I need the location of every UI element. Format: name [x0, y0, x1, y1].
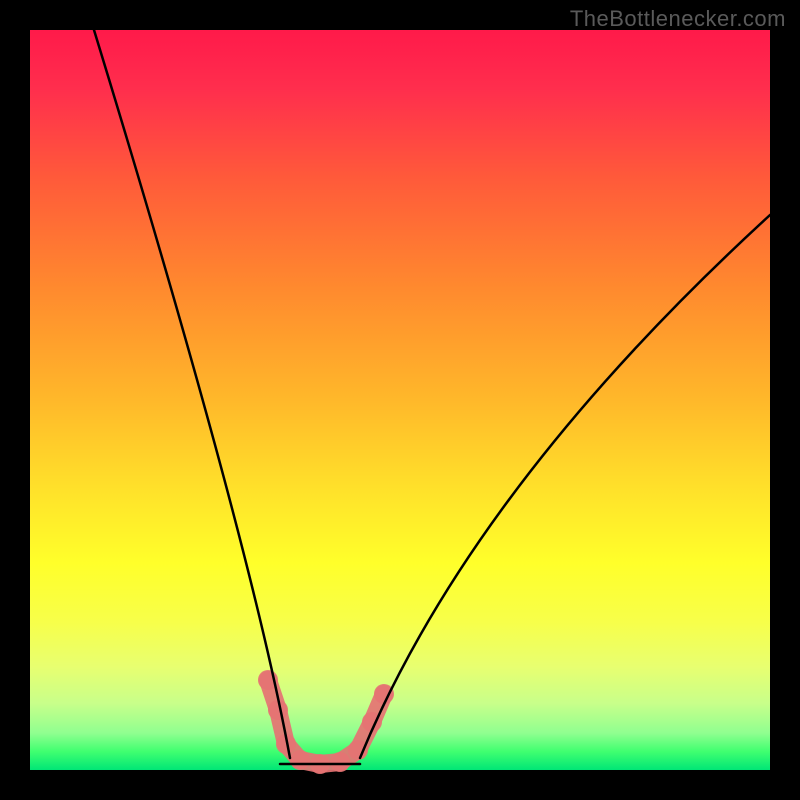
gradient-background — [30, 30, 770, 770]
chart-container: TheBottlenecker.com — [0, 0, 800, 800]
watermark-text: TheBottlenecker.com — [570, 6, 786, 32]
